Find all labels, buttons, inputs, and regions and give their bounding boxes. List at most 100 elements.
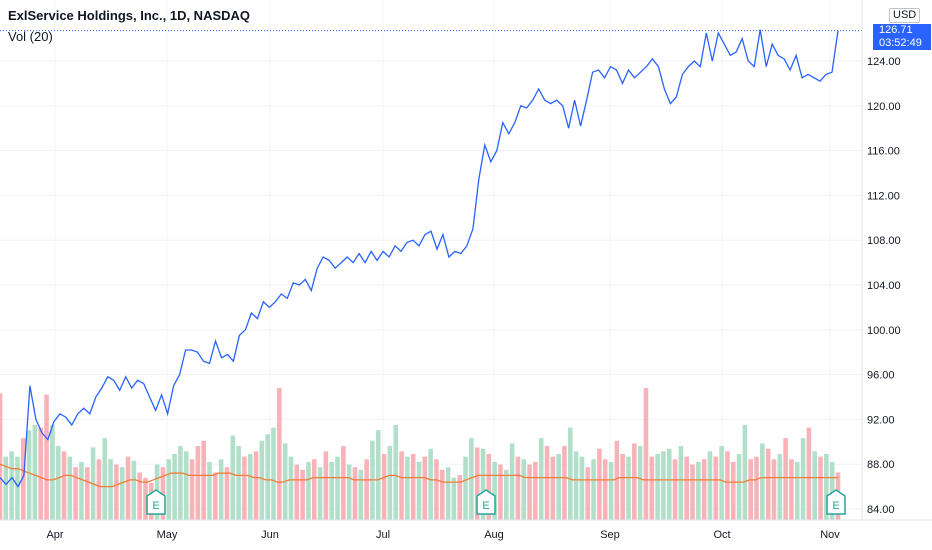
volume-bar bbox=[399, 451, 404, 520]
earnings-marker[interactable]: E bbox=[476, 489, 496, 515]
volume-bar bbox=[637, 446, 643, 520]
volume-bar bbox=[410, 454, 416, 520]
volume-bar bbox=[678, 446, 684, 520]
volume-bar bbox=[480, 448, 486, 520]
volume-bar bbox=[568, 427, 573, 520]
volume-bar bbox=[79, 461, 84, 520]
volume-bar bbox=[119, 467, 125, 520]
price-tick-label: 104.00 bbox=[867, 280, 901, 292]
volume-bar bbox=[346, 464, 352, 520]
price-tick-label: 120.00 bbox=[867, 101, 901, 113]
currency-badge[interactable]: USD bbox=[889, 8, 921, 23]
volume-bar bbox=[317, 467, 323, 520]
time-tick-label: Jun bbox=[261, 529, 279, 541]
price-tick-label: 100.00 bbox=[867, 325, 901, 337]
volume-bar bbox=[730, 461, 736, 520]
volume-bar bbox=[672, 459, 678, 520]
volume-bar bbox=[108, 459, 113, 520]
volume-bar bbox=[341, 446, 346, 520]
volume-bar bbox=[696, 461, 701, 520]
volume-bar bbox=[381, 454, 387, 520]
volume-bar bbox=[544, 446, 550, 520]
volume-bar bbox=[352, 467, 358, 520]
volume-bar bbox=[20, 438, 26, 520]
volume-bar bbox=[38, 427, 44, 520]
volume-bar bbox=[515, 456, 521, 520]
time-tick-label: Nov bbox=[820, 529, 840, 541]
volume-bar bbox=[218, 459, 224, 520]
volume-bar bbox=[32, 424, 38, 520]
volume-bar bbox=[608, 461, 614, 520]
volume-bar bbox=[504, 469, 509, 520]
time-tick-label: Oct bbox=[713, 529, 730, 541]
volume-bar bbox=[562, 446, 567, 520]
volume-bar bbox=[114, 464, 119, 520]
price-tick-label: 92.00 bbox=[867, 414, 895, 426]
volume-bar bbox=[649, 456, 655, 520]
volume-bar bbox=[771, 459, 777, 520]
grid bbox=[0, 0, 862, 520]
volume-bar bbox=[812, 451, 818, 520]
volume-bar bbox=[375, 430, 381, 520]
volume-ma-path bbox=[0, 463, 838, 488]
volume-bar bbox=[829, 461, 835, 520]
volume-bar bbox=[725, 451, 730, 520]
volume-bar bbox=[137, 472, 142, 520]
time-tick-label: Apr bbox=[46, 529, 63, 541]
volume-bar bbox=[591, 459, 596, 520]
volume-bar bbox=[719, 446, 724, 520]
volume-bar bbox=[300, 469, 305, 520]
volume-bar bbox=[533, 461, 538, 520]
price-tick-label: 96.00 bbox=[867, 370, 895, 382]
volume-bar bbox=[794, 461, 800, 520]
earnings-marker[interactable]: E bbox=[146, 489, 166, 515]
volume-bar bbox=[329, 461, 334, 520]
volume-bar bbox=[85, 467, 90, 520]
volume-bar bbox=[55, 446, 61, 520]
volume-bar bbox=[288, 456, 294, 520]
price-tick-label: 108.00 bbox=[867, 235, 901, 247]
volume-bar bbox=[387, 446, 393, 520]
volume-bar bbox=[469, 438, 474, 520]
volume-bar bbox=[335, 456, 340, 520]
volume-bar bbox=[213, 472, 218, 520]
volume-bar bbox=[707, 451, 713, 520]
volume-bar bbox=[125, 456, 131, 520]
price-tick-label: 112.00 bbox=[867, 190, 900, 202]
volume-bar bbox=[556, 454, 561, 520]
volume-bar bbox=[44, 394, 49, 520]
volume-bar bbox=[457, 475, 463, 520]
volume-bar bbox=[439, 469, 445, 520]
volume-bar bbox=[271, 427, 276, 520]
volume-bar bbox=[474, 447, 480, 520]
volume-bar bbox=[172, 454, 177, 520]
last-price-value: 126.71 bbox=[879, 24, 913, 36]
volume-bar bbox=[626, 456, 631, 520]
volume-bar bbox=[463, 456, 468, 520]
volume-bar bbox=[61, 451, 67, 520]
price-line bbox=[0, 29, 839, 488]
volume-bar bbox=[358, 469, 364, 520]
volume-bar bbox=[643, 388, 649, 520]
time-tick-label: Aug bbox=[484, 529, 504, 541]
volume-bar bbox=[259, 440, 265, 520]
volume-bar bbox=[50, 424, 55, 520]
volume-bar bbox=[521, 459, 527, 520]
volume-bar bbox=[789, 459, 794, 520]
volume-bar bbox=[754, 456, 759, 520]
volume-bar bbox=[230, 435, 236, 520]
volume-legend: Vol (20) bbox=[8, 29, 53, 44]
volume-bar bbox=[277, 388, 282, 520]
volume-bar bbox=[666, 448, 672, 520]
volume-bar bbox=[131, 460, 137, 520]
volume-bar bbox=[143, 477, 148, 520]
earnings-marker-label: E bbox=[482, 500, 489, 512]
volume-bar bbox=[684, 456, 689, 520]
volume-bar bbox=[602, 459, 608, 520]
earnings-marker[interactable]: E bbox=[826, 489, 846, 515]
volume-bar bbox=[713, 456, 719, 520]
volume-bar bbox=[9, 451, 14, 520]
chart-title: ExlService Holdings, Inc., 1D, NASDAQ bbox=[8, 8, 250, 23]
